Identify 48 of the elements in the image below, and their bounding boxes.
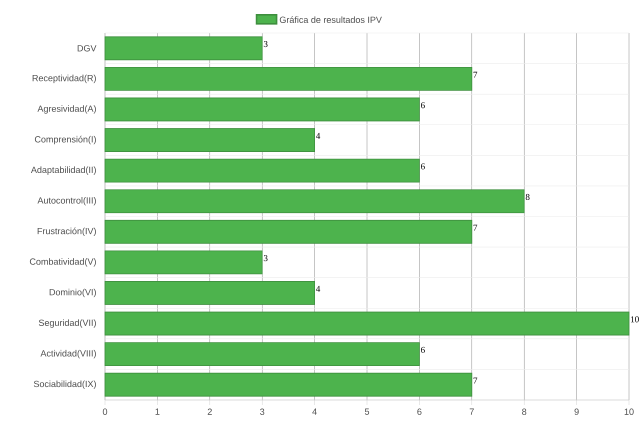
bar xyxy=(104,158,420,183)
data-label: 10 xyxy=(630,316,639,322)
bar xyxy=(104,128,315,152)
y-tick-label: Sociabilidad(IX) xyxy=(34,380,96,389)
x-tick-label: 8 xyxy=(522,408,526,415)
data-label: 7 xyxy=(474,224,478,231)
data-label: 7 xyxy=(474,378,478,384)
bar xyxy=(104,372,472,397)
bar xyxy=(104,66,472,91)
y-tick-label: Receptividad(R) xyxy=(32,74,96,84)
x-tick-label: 1 xyxy=(156,408,160,415)
bar xyxy=(104,250,263,274)
data-label: 6 xyxy=(420,163,425,170)
y-tick-label: Agresividad(A) xyxy=(37,105,96,114)
data-label: 8 xyxy=(526,194,530,200)
data-label: 6 xyxy=(420,346,425,353)
x-tick-label: 10 xyxy=(624,408,634,415)
y-tick-label: DGV xyxy=(78,45,96,52)
bar xyxy=(104,220,472,244)
x-tick-label: 7 xyxy=(470,408,474,415)
bar xyxy=(104,312,630,336)
data-label: 7 xyxy=(474,72,478,78)
y-tick-label: Seguridad(VII) xyxy=(38,319,96,328)
y-tick-label: Autocontrol(III) xyxy=(37,197,96,206)
bar xyxy=(104,189,525,214)
bar xyxy=(104,36,263,60)
data-label: 6 xyxy=(420,102,425,108)
data-label: 4 xyxy=(316,286,320,292)
legend-label: Gráfica de resultados IPV xyxy=(280,16,382,23)
x-tick-label: 6 xyxy=(417,408,422,415)
y-tick-label: Combatividad(V) xyxy=(30,258,96,267)
x-tick-label: 5 xyxy=(364,408,370,415)
bar xyxy=(104,98,420,122)
y-tick-label: Dominio(VI) xyxy=(50,288,96,298)
x-tick-label: 2 xyxy=(208,408,212,415)
y-tick-label: Actividad(VIII) xyxy=(40,350,96,358)
data-label: 3 xyxy=(264,255,268,262)
y-tick-label: Frustración(IV) xyxy=(38,228,96,236)
x-tick-label: 9 xyxy=(574,408,579,415)
data-label: 3 xyxy=(264,41,268,48)
x-tick-label: 0 xyxy=(102,408,108,415)
bar xyxy=(104,342,420,366)
x-tick-label: 4 xyxy=(312,408,317,415)
data-label: 4 xyxy=(316,132,320,139)
y-tick-label: Adaptabilidad(II) xyxy=(30,166,96,175)
y-tick-label: Comprensión(I) xyxy=(34,136,96,144)
x-tick-label: 3 xyxy=(260,408,264,415)
bar xyxy=(104,281,315,305)
